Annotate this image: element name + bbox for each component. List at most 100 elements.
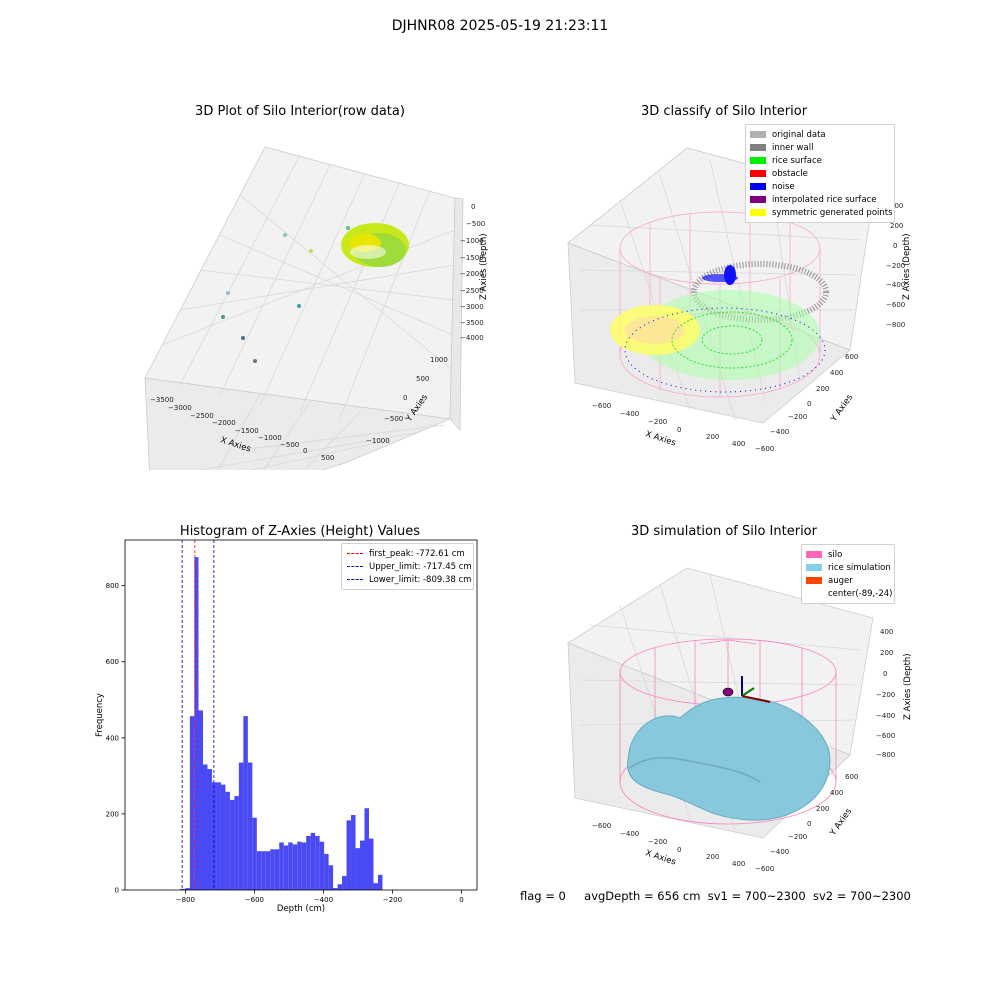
histogram-bar [355,848,361,890]
svg-text:200: 200 [816,805,829,813]
legend-item: Upper_limit: -717.45 cm [347,560,472,573]
svg-text:−200: −200 [876,691,895,699]
x-tick-label: −800 [176,896,195,904]
legend-item: rice simulation [806,561,891,574]
svg-text:Y Axies: Y Axies [828,806,855,838]
histogram-bar [202,764,208,890]
svg-text:400: 400 [890,202,903,210]
raw-z-label: Z Axies (Depth) [479,233,489,300]
svg-text:−1000: −1000 [366,437,390,445]
histogram-bar [279,842,284,890]
histogram-bar [198,710,203,890]
svg-text:0: 0 [807,400,811,408]
legend-item: center(-89,-24) [828,588,893,599]
histogram-bar [328,865,334,890]
svg-text:0: 0 [893,242,897,250]
histogram-bar [306,835,311,890]
histogram-bar [185,888,190,890]
svg-text:400: 400 [830,789,843,797]
histogram-bar [234,796,239,890]
svg-text:400: 400 [732,860,745,868]
histogram-bar [346,820,352,890]
histogram-bar [229,799,235,890]
svg-text:−500: −500 [384,415,403,423]
legend-item: original data [750,128,890,141]
svg-text:0: 0 [471,203,475,211]
histogram-frame [124,539,478,891]
y-tick-label: 600 [106,658,119,666]
svg-text:−800: −800 [876,751,895,759]
svg-text:−400: −400 [770,848,789,856]
svg-text:Z Axies (Depth): Z Axies (Depth) [902,233,912,300]
histogram-bar [301,842,307,890]
svg-text:−800: −800 [886,321,905,329]
legend-item: interpolated rice surface [750,193,890,206]
classify-legend: original data inner wall rice surface ob… [745,124,895,223]
svg-text:−1000: −1000 [460,237,484,245]
histogram-bar [265,851,271,890]
legend-item: auger [806,574,890,587]
raw-y-ticks: 1000 500 0 −500 −1000 [366,356,448,445]
histogram-bar [216,782,221,890]
sv2-text: sv2 = 700~2300 [812,889,911,903]
svg-text:−3500: −3500 [150,396,174,404]
histogram-title: Histogram of Z-Axies (Height) Values [179,524,421,539]
svg-text:−600: −600 [755,865,774,873]
svg-text:−200: −200 [648,838,667,846]
histogram-bar [315,835,320,890]
svg-text:−1500: −1500 [460,254,484,262]
histogram-bar [270,849,275,890]
y-tick-label: 200 [106,810,119,818]
svg-text:−400: −400 [886,281,905,289]
svg-text:1000: 1000 [430,356,448,364]
svg-text:−500: −500 [280,441,299,449]
svg-text:0: 0 [403,394,407,402]
histogram-bar [288,842,293,890]
svg-text:400: 400 [880,628,893,636]
svg-text:−2500: −2500 [460,287,484,295]
histogram-bar [333,888,338,890]
sv1-text: sv1 = 700~2300 [707,889,806,903]
legend-item: noise [750,180,890,193]
svg-text:−200: −200 [788,833,807,841]
svg-text:600: 600 [845,353,858,361]
svg-text:0: 0 [883,670,887,678]
histogram-bar [261,851,266,890]
x-tick-label: −400 [314,896,333,904]
svg-text:200: 200 [706,433,719,441]
legend-item: obstacle [750,167,890,180]
legend-item: inner wall [750,141,890,154]
svg-text:−600: −600 [876,732,895,740]
auger-marker [722,676,771,703]
histogram-bar [360,840,365,890]
histogram-bar [342,875,347,890]
histogram-bar [373,883,378,890]
raw-axes-panes [144,146,464,470]
svg-text:−600: −600 [592,402,611,410]
svg-text:200: 200 [880,649,893,657]
legend-item: Lower_limit: -809.38 cm [347,573,471,586]
raw-z-ticks: 0 −500 −1000 −1500 −2000 −2500 −3000 −35… [460,203,485,342]
y-tick-label: 0 [115,887,119,895]
histogram-bar [310,832,316,890]
histogram-bar [283,845,289,890]
svg-text:−1000: −1000 [258,434,282,442]
svg-text:−3500: −3500 [460,319,484,327]
simulation-3d-plot: −600 −400 −200 0 200 400 X Axies 600 400… [567,567,913,873]
histogram-bar [297,841,302,890]
svg-text:−2000: −2000 [212,419,236,427]
histogram-bar [247,762,253,890]
histogram-bar [319,841,325,890]
raw-data-points [221,223,409,363]
raw-x-ticks: −3500 −3000 −2500 −2000 −1500 −1000 −500… [150,396,334,462]
legend-item: rice surface [750,154,890,167]
svg-text:200: 200 [890,222,903,230]
svg-text:0: 0 [677,846,681,854]
raw-plot-title: 3D Plot of Silo Interior(row data) [195,104,405,119]
histogram-bar [225,791,230,890]
svg-text:−200: −200 [648,418,667,426]
svg-text:−3000: −3000 [168,404,192,412]
histogram-bar [377,874,383,890]
svg-text:200: 200 [706,853,719,861]
y-tick-label: 800 [106,582,119,590]
